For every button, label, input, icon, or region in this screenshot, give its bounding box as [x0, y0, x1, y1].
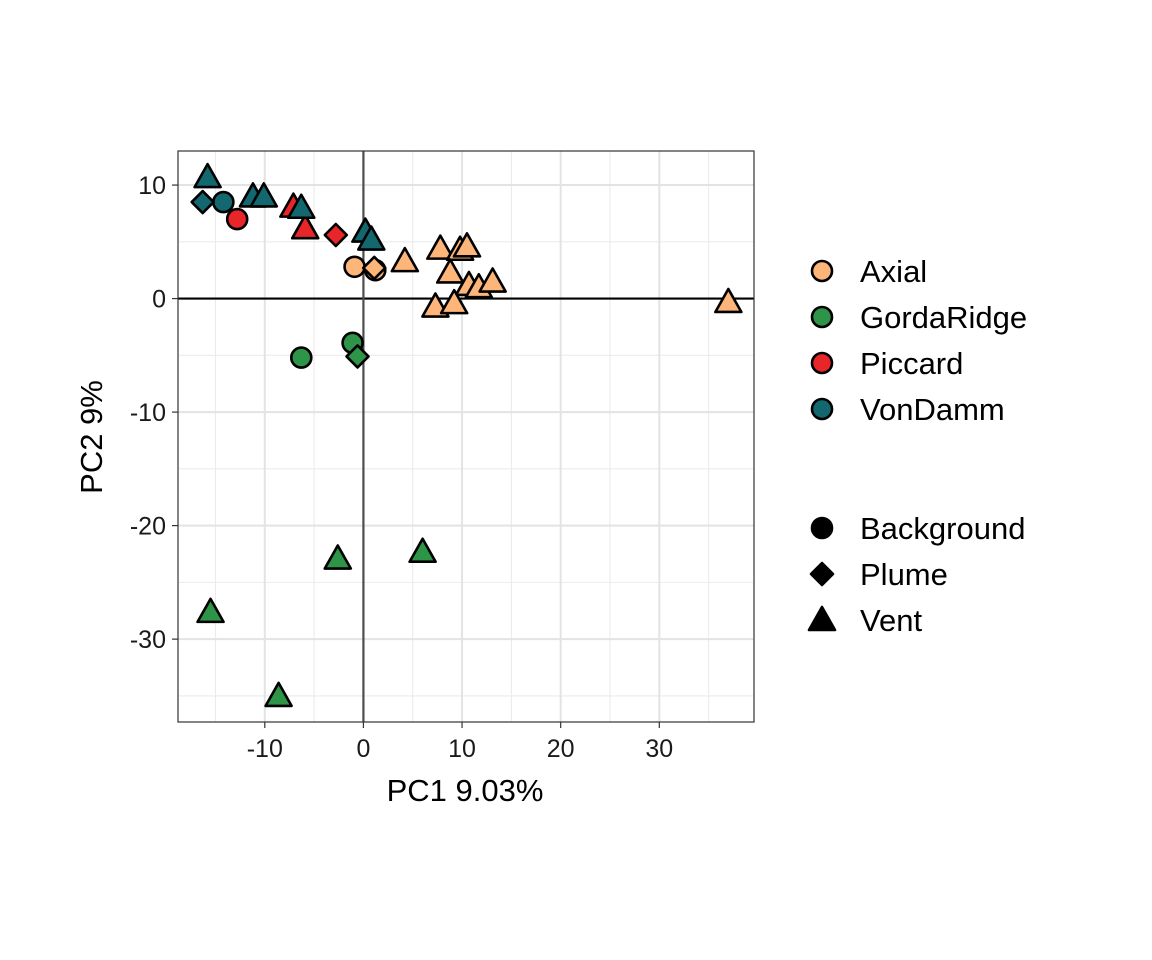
y-tick-label: -30 [130, 626, 166, 654]
legend-label-piccard: Piccard [860, 346, 963, 381]
x-tick-label: 30 [645, 735, 673, 763]
y-tick-label: -20 [130, 513, 166, 541]
data-point-axial-vent [478, 267, 507, 293]
legend-label-plume: Plume [860, 557, 948, 592]
x-tick-label: 10 [448, 735, 476, 763]
data-point-vondamm-background [212, 190, 235, 214]
data-point-gordaridge-vent [264, 681, 293, 708]
legend-label-vondamm: VonDamm [860, 392, 1005, 427]
plot-panel-border [177, 150, 755, 723]
legend-key-plume [809, 561, 835, 587]
legend-key-piccard [810, 351, 834, 375]
data-point-vondamm-vent [286, 193, 316, 220]
data-point-axial-plume [361, 255, 387, 281]
legend-key-background [810, 516, 834, 540]
legend-label-vent: Vent [860, 603, 922, 638]
legend-key-vent [807, 605, 837, 632]
x-tick-label: 0 [356, 735, 370, 763]
data-point-axial-vent [452, 232, 482, 258]
data-point-axial-vent [714, 287, 743, 314]
data-point-piccard-plume [323, 222, 349, 248]
data-point-gordaridge-vent [408, 537, 437, 564]
x-tick-label: -10 [247, 735, 283, 763]
data-point-piccard-vent [290, 213, 320, 240]
data-point-vondamm-plume [190, 189, 215, 215]
y-tick-label: 0 [152, 286, 166, 314]
data-point-axial-vent [439, 288, 469, 315]
legend: Axial GordaRidge Piccard VonDamm Background P… [807, 254, 1027, 638]
legend-key-gordaridge [810, 305, 834, 329]
data-point-vondamm-vent [357, 225, 386, 251]
legend-label-axial: Axial [860, 254, 927, 289]
legend-key-axial [810, 259, 834, 283]
data-point-axial-vent [426, 234, 455, 260]
x-tick-label: 20 [547, 735, 575, 763]
data-point-vondamm-vent [249, 182, 279, 208]
legend-label-background: Background [860, 511, 1025, 546]
y-tick-label: -10 [130, 399, 166, 427]
data-point-vondamm-vent [193, 162, 222, 189]
data-points [190, 162, 743, 708]
y-tick-label: 10 [138, 172, 166, 200]
data-point-axial-vent [390, 246, 420, 273]
x-axis-title: PC1 9.03% [387, 773, 544, 808]
data-point-gordaridge-background [289, 346, 313, 369]
data-point-axial-background [343, 255, 366, 279]
legend-key-vondamm [810, 397, 834, 421]
y-axis-title: PC2 9% [74, 380, 109, 494]
data-point-gordaridge-vent [323, 544, 353, 570]
data-point-piccard-background [225, 207, 249, 231]
axis-ticks: -10 0 10 20 30 10 0 -10 -20 -30 [130, 172, 673, 763]
data-point-axial-vent [435, 258, 465, 284]
data-point-gordaridge-vent [196, 597, 225, 624]
legend-label-gordaridge: GordaRidge [860, 300, 1027, 335]
data-point-gordaridge-plume [345, 344, 370, 369]
